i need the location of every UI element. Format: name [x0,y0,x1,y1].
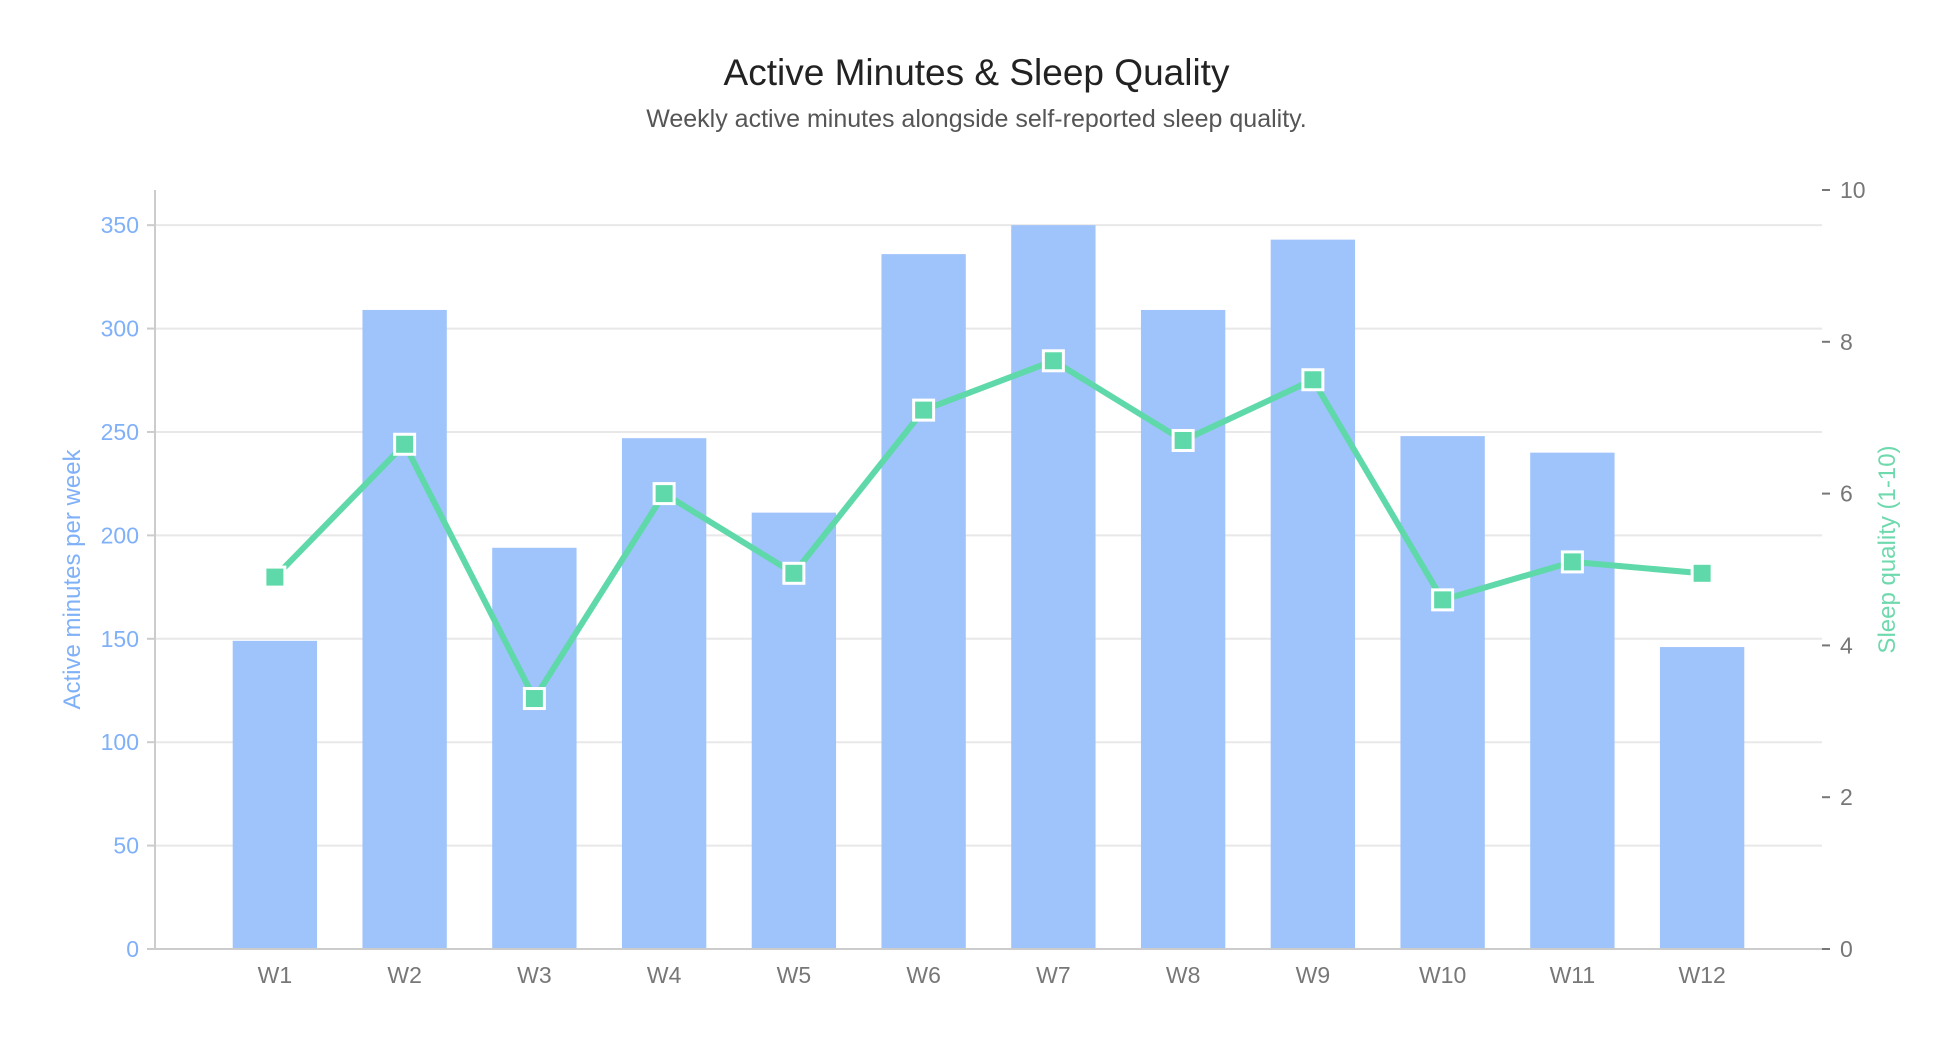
x-tick-label-W3: W3 [517,962,552,988]
x-tick-label-W5: W5 [777,962,812,988]
left-tick-label-6: 300 [101,316,139,342]
sleep-marker-W2 [393,432,417,456]
right-axis-title: Sleep quality (1-10) [1874,445,1901,653]
sleep-marker-W1 [263,565,287,589]
bar-W11 [1530,452,1615,949]
left-tick-label-7: 350 [101,212,139,238]
left-axis-title: Active minutes per week [59,448,86,709]
x-tick-label-W11: W11 [1550,962,1596,988]
sleep-marker-W7 [1041,349,1065,373]
x-tick-label-W10: W10 [1419,962,1466,988]
sleep-marker-W5 [782,561,806,585]
bar-W1 [232,640,318,949]
right-tick-label-2: 4 [1840,632,1853,658]
right-tick-label-1: 2 [1840,784,1853,810]
right-tick-label-4: 8 [1840,329,1853,355]
bar-W10 [1400,436,1485,949]
sleep-marker-W6 [912,398,936,422]
x-tick-label-W12: W12 [1678,962,1725,988]
left-tick-label-5: 250 [101,419,139,445]
right-tick-label-5: 10 [1840,177,1866,203]
sleep-quality-line [271,357,1706,702]
bar-W2 [362,309,447,950]
bar-W7 [1011,225,1096,950]
sleep-marker-W10 [1431,588,1455,612]
left-tick-label-3: 150 [101,626,139,652]
x-tick-label-W8: W8 [1166,962,1201,988]
sleep-marker-W3 [522,687,546,711]
chart-subtitle: Weekly active minutes alongside self-rep… [646,105,1307,133]
left-tick-label-2: 100 [101,729,139,755]
right-tick-label-0: 0 [1840,936,1853,962]
bar-W5 [751,512,837,949]
left-tick-label-1: 50 [113,833,139,859]
bar-W9 [1270,239,1356,949]
bar-W12 [1659,647,1745,949]
sleep-marker-W11 [1560,550,1584,574]
sleep-marker-W4 [652,482,676,506]
x-tick-label-W1: W1 [258,962,293,988]
chart-title: Active Minutes & Sleep Quality [723,52,1230,93]
bar-W4 [621,438,707,949]
x-tick-label-W6: W6 [906,962,941,988]
sleep-marker-W8 [1171,428,1195,452]
x-tick-label-W7: W7 [1036,962,1071,988]
bar-W8 [1140,309,1226,950]
x-tick-label-W4: W4 [647,962,682,988]
left-tick-label-0: 0 [126,936,139,962]
left-tick-label-4: 200 [101,522,139,548]
x-tick-label-W2: W2 [387,962,422,988]
bar-W3 [492,547,577,949]
right-tick-label-3: 6 [1840,481,1853,507]
bar-W6 [881,254,966,950]
sleep-marker-W12 [1690,561,1714,585]
x-tick-label-W9: W9 [1296,962,1331,988]
sleep-marker-W9 [1301,368,1325,392]
